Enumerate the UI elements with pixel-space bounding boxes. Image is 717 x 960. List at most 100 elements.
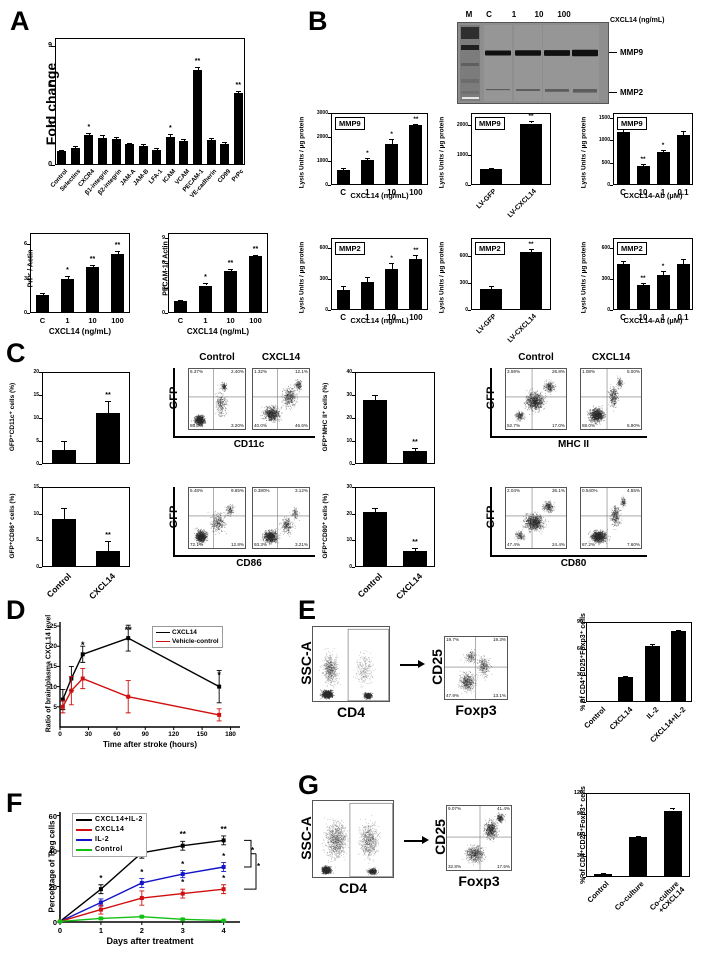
error-bar (343, 167, 345, 171)
error-bar (391, 138, 393, 145)
error-cap (640, 282, 646, 284)
significance-marker: * (140, 867, 144, 877)
error-cap (127, 142, 133, 144)
error-bar (343, 285, 345, 291)
error-cap (680, 259, 686, 261)
x-axis-label: CXCL14 (ng/mL) (350, 191, 409, 200)
y-tick-label: 10 (346, 537, 352, 544)
y-tick (468, 310, 471, 311)
x-tick-label: 4 (221, 926, 226, 935)
bar (480, 289, 502, 310)
error-cap (412, 547, 418, 549)
significance-marker: * (204, 274, 207, 282)
y-tick-label: 1000 (598, 137, 610, 143)
flow-quadrant-percentage: 46.6% (294, 423, 308, 428)
significance-marker: * (140, 879, 144, 889)
error-bar (643, 282, 644, 286)
panel-letter-g: G (298, 770, 320, 800)
error-cap (203, 283, 208, 285)
y-tick (468, 125, 471, 126)
bar (616, 263, 630, 310)
flow-cytometry-plot (252, 487, 310, 549)
x-tick-label: 10 (638, 313, 648, 322)
x-tick-label: 0.1 (677, 313, 689, 322)
y-tick-label: 0 (579, 699, 583, 705)
flow-quadrant-percentage: 1.32% (254, 369, 268, 374)
legend-label: Vehicle-control (172, 638, 219, 645)
significance-marker: ** (89, 256, 96, 264)
panel-a-ylabel: Fold change (43, 62, 59, 146)
significance-marker: * (80, 640, 85, 650)
mmp-badge: MMP2 (617, 242, 647, 255)
flow-y-axis-arrow (490, 487, 492, 555)
y-tick-label: 90 (576, 811, 583, 817)
y-tick-label: 30 (576, 853, 583, 859)
bar (220, 143, 230, 165)
error-bar (64, 508, 65, 519)
error-cap (488, 167, 494, 169)
flow-x-axis-arrow (490, 436, 647, 438)
legend-item: Vehicle-control (156, 637, 219, 646)
y-tick (39, 418, 42, 419)
error-cap (90, 265, 95, 267)
error-cap (154, 147, 160, 149)
significance-marker: * (661, 141, 665, 149)
error-cap (235, 90, 241, 92)
legend-swatch (76, 829, 92, 831)
error-cap (412, 447, 418, 449)
flow-quadrant-percentage: 47.4% (507, 542, 521, 547)
y-tick (51, 85, 55, 87)
flow-quadrant-percentage: 47.9% (446, 693, 460, 698)
panel-letter-d: D (6, 595, 26, 625)
y-tick-label: 15 (33, 484, 39, 490)
y-tick-label: 0 (349, 461, 352, 467)
flow-quadrant-percentage: 19.3% (492, 637, 506, 642)
x-tick-label: C (620, 188, 626, 197)
bar (70, 148, 80, 165)
flow-quadrant-percentage: 9.65% (230, 488, 244, 493)
legend-item: CXCL14 (76, 825, 143, 835)
y-tick (51, 125, 55, 127)
y-tick (583, 675, 586, 677)
y-tick-label: 15 (49, 663, 57, 671)
flow-group-title-right: CXCL14 (261, 352, 301, 363)
bar (98, 137, 107, 165)
flow-quadrant-percentage: 52.7% (507, 423, 521, 428)
bar (336, 290, 350, 310)
error-cap (178, 300, 183, 302)
error-cap (660, 271, 666, 273)
significance-marker: ** (220, 824, 227, 834)
legend-swatch (156, 640, 170, 643)
x-tick-label: C (39, 316, 46, 325)
flow-gate-arrowhead (418, 660, 425, 668)
y-tick-label: 6 (161, 260, 165, 266)
y-tick (328, 248, 331, 250)
error-bar (102, 135, 104, 138)
error-bar (663, 149, 664, 153)
y-tick (27, 278, 30, 280)
x-tick-label: 100 (249, 316, 262, 325)
error-bar (92, 265, 94, 268)
x-tick-label: 180 (225, 731, 236, 738)
flow-quadrant-percentage: 3.12% (294, 488, 308, 493)
y-tick (352, 513, 355, 515)
significance-marker: ** (114, 242, 121, 250)
panel-g-flow2-ylabel: CD25 (432, 819, 448, 855)
y-tick (51, 165, 55, 167)
error-cap (488, 286, 494, 288)
y-tick-label: 60 (48, 811, 57, 821)
flow-quadrant-percentage: 17.5% (496, 864, 510, 869)
error-cap (113, 136, 119, 138)
bar (403, 551, 427, 567)
gel-band-label: MMP2 (620, 88, 644, 97)
significance-marker: ** (124, 625, 132, 635)
legend-item: IL-2 (76, 835, 143, 845)
significance-marker: * (99, 873, 103, 883)
bar (676, 263, 690, 310)
error-bar (205, 283, 207, 286)
y-tick (610, 162, 613, 164)
bar (57, 151, 67, 165)
error-cap (195, 67, 200, 69)
x-axis-label: CXCL14-Ab (µM) (623, 316, 683, 325)
y-tick-label: 20 (33, 369, 39, 375)
